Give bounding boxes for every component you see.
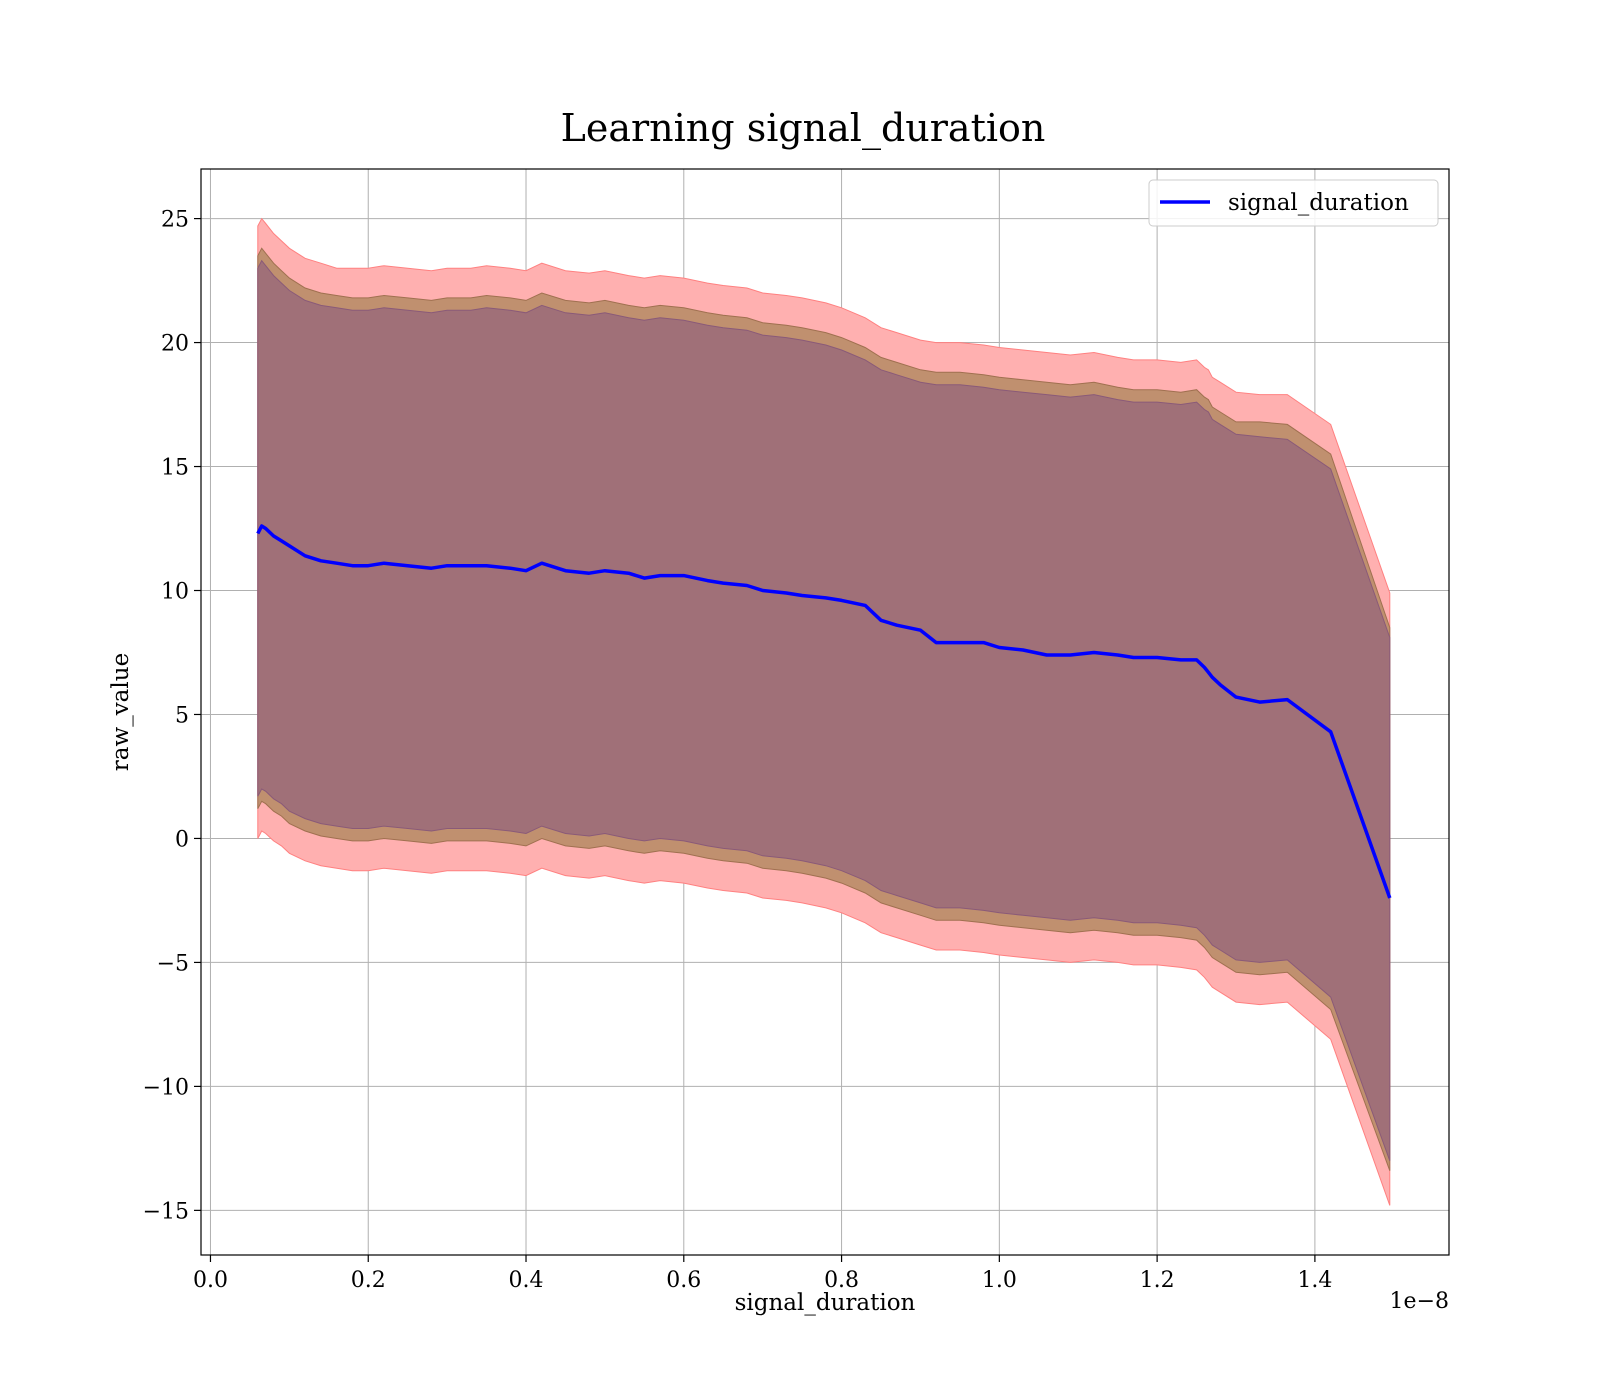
confidence-bands xyxy=(257,217,1391,1206)
y-tick-label: 20 xyxy=(161,332,189,357)
y-tick-label: −10 xyxy=(143,1075,189,1100)
y-axis-label: raw_value xyxy=(108,653,134,771)
y-tick-label: −5 xyxy=(157,951,189,976)
x-tick-label: 0.6 xyxy=(666,1268,701,1293)
series-line-signal-duration xyxy=(256,524,1392,899)
x-axis-ticks: 0.0 0.2 0.4 0.6 0.8 1.0 1.2 1.4 xyxy=(193,1255,1332,1293)
y-tick-label: 15 xyxy=(161,456,189,481)
y-tick-label: 0 xyxy=(175,827,189,852)
y-tick-label: 10 xyxy=(161,580,189,605)
y-tick-label: −15 xyxy=(143,1199,189,1224)
legend: signal_duration xyxy=(1148,179,1439,227)
legend-label: signal_duration xyxy=(1228,190,1409,216)
x-tick-label: 0.0 xyxy=(193,1268,228,1293)
x-tick-label: 0.4 xyxy=(509,1268,544,1293)
band-inner xyxy=(257,259,1391,1161)
plot-frame xyxy=(200,168,1450,1256)
x-tick-label: 0.8 xyxy=(824,1268,859,1293)
y-tick-label: 25 xyxy=(161,208,189,233)
x-tick-label: 0.2 xyxy=(351,1268,386,1293)
chart-title: Learning signal_duration xyxy=(561,106,1046,151)
y-tick-label: 5 xyxy=(175,703,189,728)
legend-box xyxy=(1148,179,1439,227)
x-tick-label: 1.4 xyxy=(1297,1268,1332,1293)
y-axis-ticks: −15 −10 −5 0 5 10 15 20 25 xyxy=(143,208,201,1224)
x-tick-label: 1.2 xyxy=(1140,1268,1175,1293)
x-axis-label: signal_duration xyxy=(735,1290,916,1316)
x-tick-label: 1.0 xyxy=(982,1268,1017,1293)
x-axis-offset-label: 1e−8 xyxy=(1390,1289,1449,1314)
